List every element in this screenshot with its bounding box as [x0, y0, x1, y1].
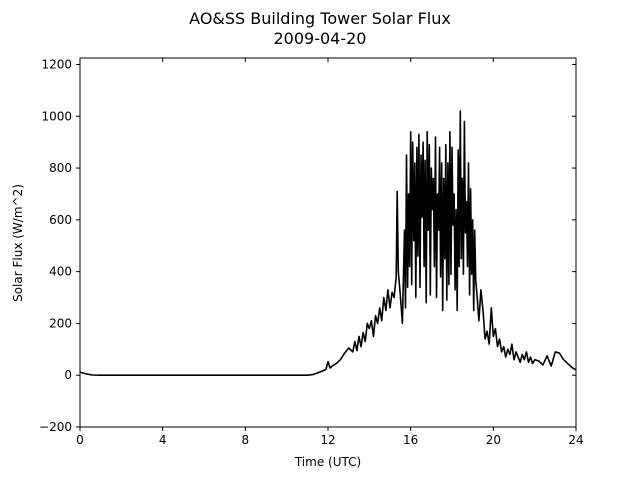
x-tick-label: 20: [486, 433, 501, 447]
y-tick-label: −200: [39, 420, 72, 434]
x-tick-label: 8: [242, 433, 250, 447]
y-tick-label: 800: [49, 161, 72, 175]
y-tick-label: 400: [49, 265, 72, 279]
y-axis-label: Solar Flux (W/m^2): [11, 184, 25, 302]
y-tick-label: 1200: [41, 57, 72, 71]
x-tick-label: 24: [568, 433, 583, 447]
y-tick-label: 0: [64, 368, 72, 382]
chart-title: AO&SS Building Tower Solar Flux: [189, 9, 451, 28]
x-tick-label: 16: [403, 433, 418, 447]
chart-subtitle: 2009-04-20: [274, 29, 367, 48]
x-tick-label: 12: [320, 433, 335, 447]
x-axis-label: Time (UTC): [294, 455, 361, 469]
plot-area: 0 4 8 12 16 20 24 −200 0 200 400 600 800 1000 1200: [39, 57, 584, 447]
y-tick-label: 600: [49, 213, 72, 227]
y-tick-label: 1000: [41, 109, 72, 123]
y-tick-label: 200: [49, 316, 72, 330]
series-line-0: [79, 110, 577, 377]
x-tick-label: 0: [76, 433, 84, 447]
x-tick-label: 4: [159, 433, 167, 447]
plot-frame: [79, 57, 577, 428]
